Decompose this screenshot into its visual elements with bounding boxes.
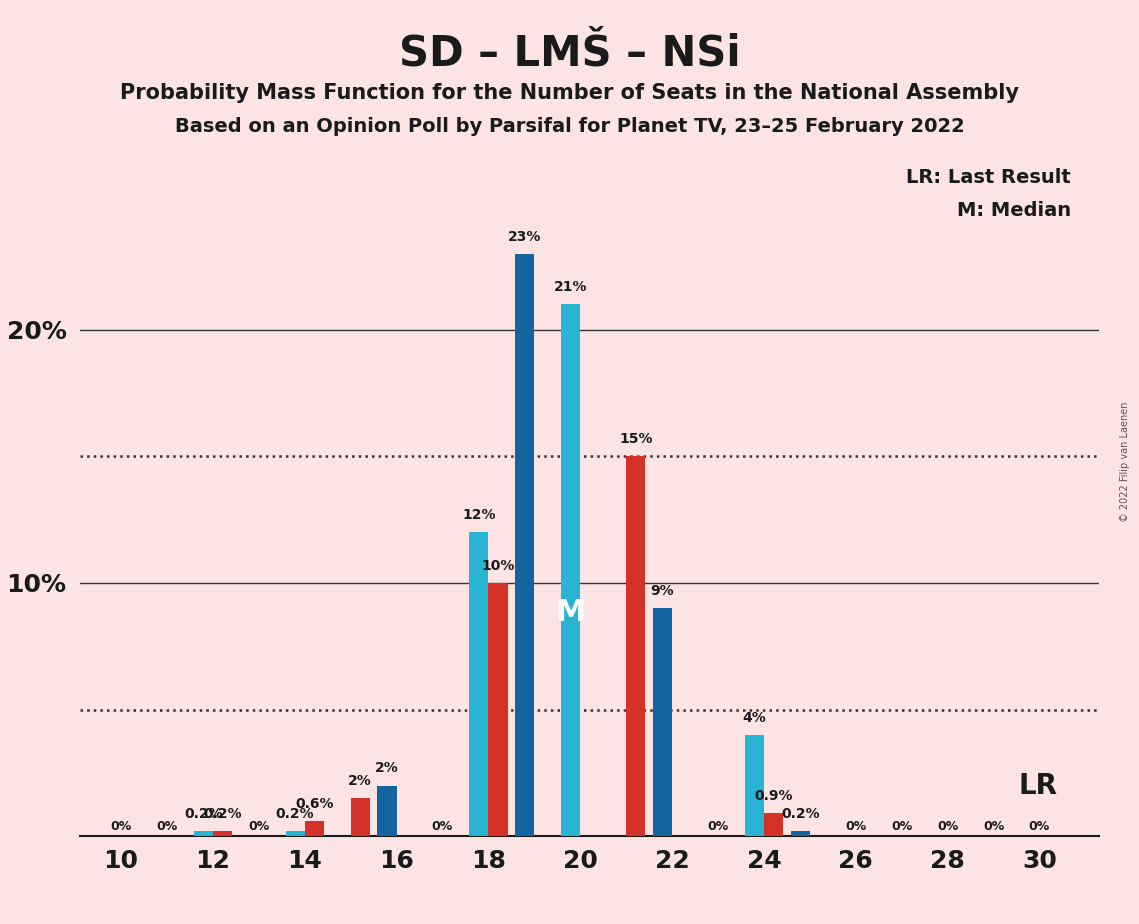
Bar [653, 608, 672, 836]
Text: 0.2%: 0.2% [276, 807, 314, 821]
Text: 0.2%: 0.2% [185, 807, 222, 821]
Text: 10%: 10% [482, 559, 515, 573]
Text: SD – LMŠ – NSi: SD – LMŠ – NSi [399, 32, 740, 74]
Bar [790, 832, 810, 836]
Text: 0.6%: 0.6% [295, 796, 334, 811]
Bar [515, 254, 534, 836]
Bar [626, 456, 646, 836]
Text: 0.9%: 0.9% [754, 789, 793, 803]
Text: 12%: 12% [462, 508, 495, 522]
Text: 0%: 0% [983, 821, 1005, 833]
Text: 0%: 0% [845, 821, 867, 833]
Bar [469, 532, 489, 836]
Bar [377, 785, 396, 836]
Text: 4%: 4% [743, 711, 767, 724]
Text: 23%: 23% [508, 230, 541, 244]
Text: 2%: 2% [375, 761, 399, 775]
Text: 9%: 9% [650, 584, 674, 598]
Text: LR: Last Result: LR: Last Result [906, 168, 1071, 188]
Text: 0%: 0% [110, 821, 132, 833]
Text: 0%: 0% [432, 821, 453, 833]
Bar [213, 832, 232, 836]
Text: 21%: 21% [554, 280, 588, 294]
Text: 15%: 15% [618, 432, 653, 446]
Text: 0.2%: 0.2% [203, 807, 241, 821]
Text: 0%: 0% [891, 821, 912, 833]
Text: LR: LR [1018, 772, 1058, 799]
Text: 0%: 0% [248, 821, 270, 833]
Bar [562, 304, 580, 836]
Text: M: M [556, 599, 585, 627]
Text: 0%: 0% [707, 821, 729, 833]
Bar [489, 583, 508, 836]
Text: 2%: 2% [349, 774, 372, 788]
Text: Based on an Opinion Poll by Parsifal for Planet TV, 23–25 February 2022: Based on an Opinion Poll by Parsifal for… [174, 117, 965, 137]
Text: Probability Mass Function for the Number of Seats in the National Assembly: Probability Mass Function for the Number… [120, 83, 1019, 103]
Bar [305, 821, 323, 836]
Bar [286, 832, 305, 836]
Bar [764, 813, 782, 836]
Text: © 2022 Filip van Laenen: © 2022 Filip van Laenen [1121, 402, 1130, 522]
Text: 0%: 0% [937, 821, 958, 833]
Bar [745, 735, 764, 836]
Text: 0.2%: 0.2% [781, 807, 820, 821]
Text: 0%: 0% [1029, 821, 1050, 833]
Text: 0%: 0% [156, 821, 178, 833]
Bar [351, 798, 370, 836]
Text: M: Median: M: Median [957, 201, 1071, 221]
Bar [194, 832, 213, 836]
